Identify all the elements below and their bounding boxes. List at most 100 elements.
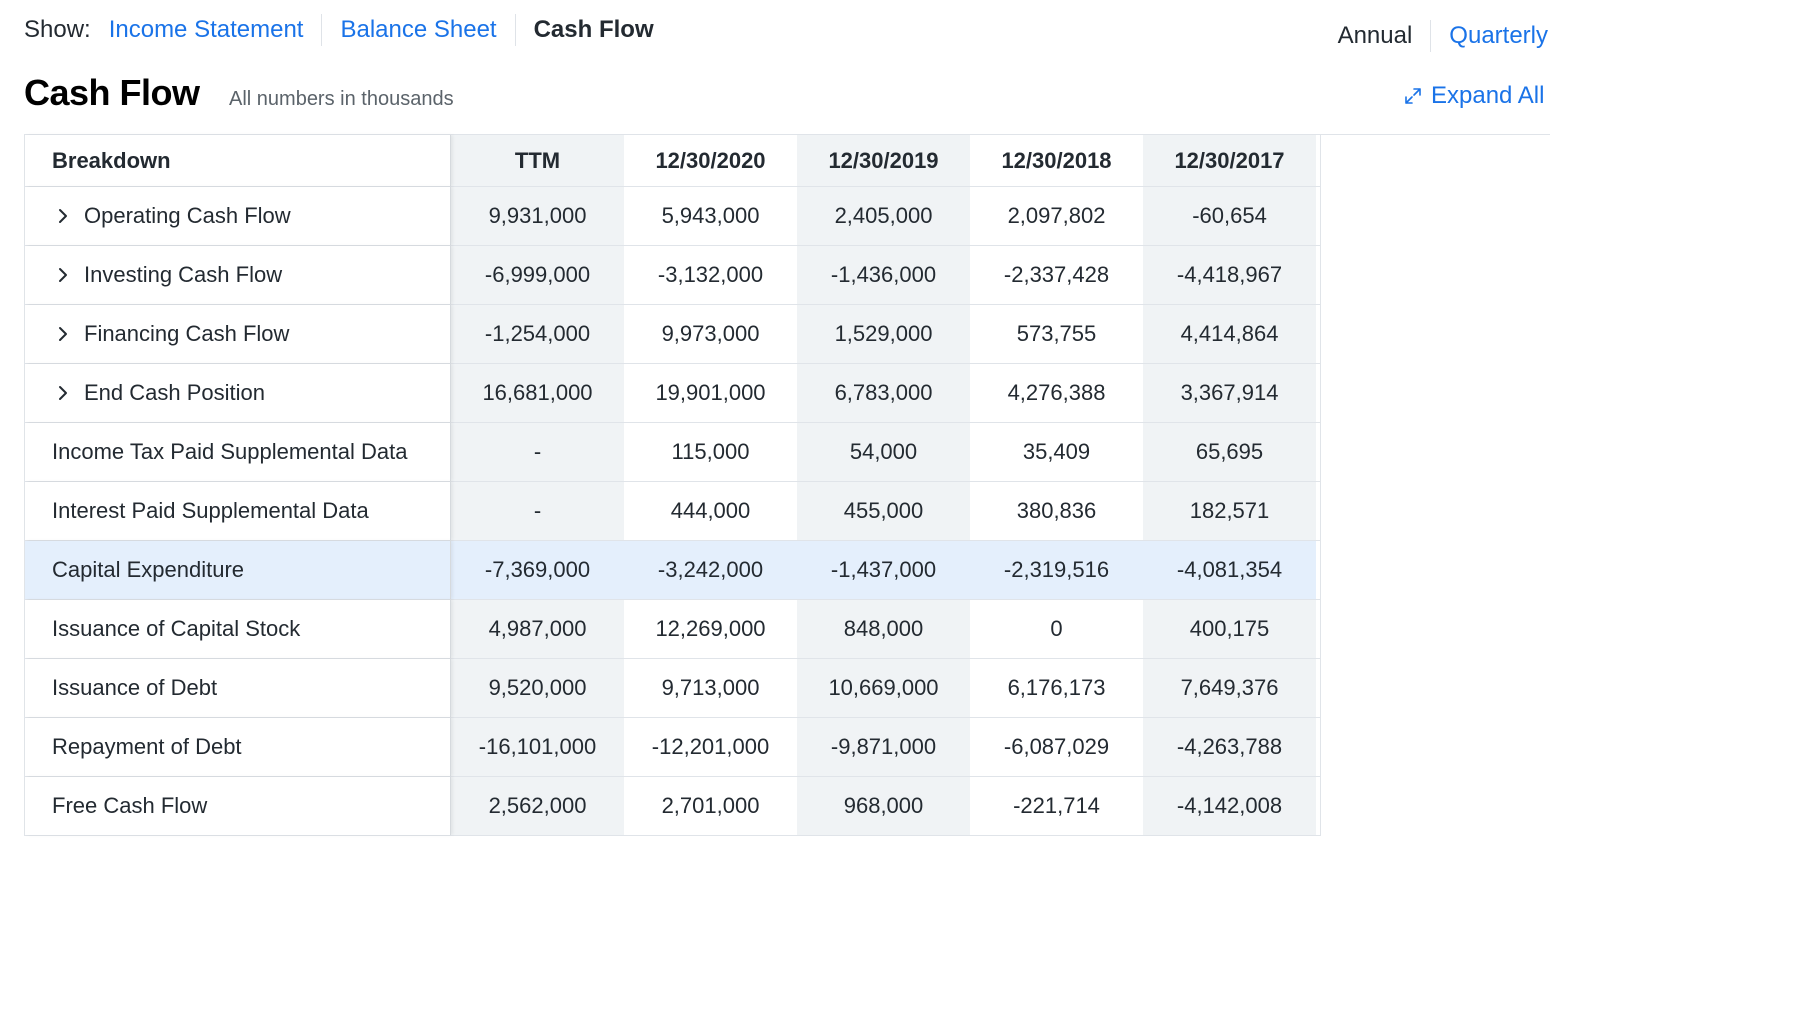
table-cell: 380,836	[970, 482, 1143, 540]
row-label-text: Issuance of Debt	[52, 675, 218, 700]
row-label-text: Operating Cash Flow	[84, 203, 291, 228]
table-cell: 444,000	[624, 482, 797, 540]
row-label[interactable]: Operating Cash Flow	[25, 187, 451, 245]
table-cell: 968,000	[797, 777, 970, 835]
table-cell: 16,681,000	[451, 364, 624, 422]
table-cell: -9,871,000	[797, 718, 970, 776]
table-row[interactable]: Investing Cash Flow -6,999,000 -3,132,000-…	[25, 246, 1320, 305]
table-cell: 7,649,376	[1143, 659, 1316, 717]
table-cell: 4,987,000	[451, 600, 624, 658]
table-cell: -4,418,967	[1143, 246, 1316, 304]
table-cell: 54,000	[797, 423, 970, 481]
table-cell: 2,097,802	[970, 187, 1143, 245]
table-row: Interest Paid Supplemental Data -444,000 4…	[25, 482, 1320, 541]
table-cell: -1,436,000	[797, 246, 970, 304]
row-label-text: Interest Paid Supplemental Data	[52, 498, 369, 523]
table-cell: 9,520,000	[451, 659, 624, 717]
divider	[1320, 134, 1550, 135]
table-cell: -12,201,000	[624, 718, 797, 776]
tab-income-statement[interactable]: Income Statement	[108, 16, 304, 43]
table-cell: -7,369,000	[451, 541, 624, 599]
table-cell: 3,367,914	[1143, 364, 1316, 422]
show-label: Show:	[24, 16, 91, 43]
tab-cash-flow[interactable]: Cash Flow	[533, 16, 654, 43]
table-cell: -	[451, 423, 624, 481]
table-cell: 6,176,173	[970, 659, 1143, 717]
chevron-right-icon[interactable]	[52, 205, 74, 227]
table-cell: 4,276,388	[970, 364, 1143, 422]
column-header-ttm: TTM	[451, 135, 624, 186]
row-label: Issuance of Capital Stock	[25, 600, 451, 658]
period-toggle: Annual Quarterly	[1320, 18, 1548, 54]
expand-all-label: Expand All	[1431, 82, 1545, 109]
table-row[interactable]: Operating Cash Flow 9,931,000 5,943,000 2,4…	[25, 187, 1320, 246]
quarterly-button[interactable]: Quarterly	[1449, 22, 1548, 49]
row-label[interactable]: End Cash Position	[25, 364, 451, 422]
table-row: Free Cash Flow 2,562,000 2,701,000 968,000-…	[25, 777, 1320, 835]
row-label: Repayment of Debt	[25, 718, 451, 776]
table-cell: -4,263,788	[1143, 718, 1316, 776]
table-cell: -6,999,000	[451, 246, 624, 304]
table-cell: -1,437,000	[797, 541, 970, 599]
column-header-2017: 12/30/2017	[1143, 135, 1316, 186]
table-cell: -3,242,000	[624, 541, 797, 599]
column-header-2020: 12/30/2020	[624, 135, 797, 186]
table-cell: 1,529,000	[797, 305, 970, 363]
tab-balance-sheet[interactable]: Balance Sheet	[340, 16, 497, 43]
table-cell: -4,142,008	[1143, 777, 1316, 835]
table-cell: 6,783,000	[797, 364, 970, 422]
chevron-right-icon[interactable]	[52, 382, 74, 404]
period-divider	[1430, 20, 1432, 52]
table-cell: 400,175	[1143, 600, 1316, 658]
table-row: Income Tax Paid Supplemental Data -115,00…	[25, 423, 1320, 482]
page-title: Cash Flow	[24, 72, 200, 113]
table-row: Issuance of Debt 9,520,000 9,713,000 10,669…	[25, 659, 1320, 718]
row-label-text: Capital Expenditure	[52, 557, 245, 582]
table-cell: 115,000	[624, 423, 797, 481]
row-label: Issuance of Debt	[25, 659, 451, 717]
table-cell: 0	[970, 600, 1143, 658]
table-cell: 9,973,000	[624, 305, 797, 363]
table-cell: 848,000	[797, 600, 970, 658]
table-cell: 19,901,000	[624, 364, 797, 422]
units-note: All numbers in thousands	[229, 88, 454, 110]
row-label-text: End Cash Position	[84, 380, 265, 405]
table-cell: -16,101,000	[451, 718, 624, 776]
row-label-text: Free Cash Flow	[52, 793, 208, 818]
table-cell: 9,931,000	[451, 187, 624, 245]
table-cell: 5,943,000	[624, 187, 797, 245]
table-cell: 182,571	[1143, 482, 1316, 540]
row-label[interactable]: Investing Cash Flow	[25, 246, 451, 304]
table-cell: 4,414,864	[1143, 305, 1316, 363]
nav-divider	[514, 14, 516, 46]
column-header-2019: 12/30/2019	[797, 135, 970, 186]
row-label-text: Income Tax Paid Supplemental Data	[52, 439, 408, 464]
row-label-text: Financing Cash Flow	[84, 321, 290, 346]
table-row[interactable]: Financing Cash Flow -1,254,000 9,973,000 1,…	[25, 305, 1320, 364]
table-row: Issuance of Capital Stock 4,987,000 12,269…	[25, 600, 1320, 659]
column-header-breakdown: Breakdown	[25, 135, 451, 186]
table-cell: 65,695	[1143, 423, 1316, 481]
table-cell: 2,405,000	[797, 187, 970, 245]
row-label-text: Issuance of Capital Stock	[52, 616, 301, 641]
table-cell: 2,562,000	[451, 777, 624, 835]
table-cell: -1,254,000	[451, 305, 624, 363]
table-cell: -4,081,354	[1143, 541, 1316, 599]
table-cell: 12,269,000	[624, 600, 797, 658]
table-header: Breakdown TTM 12/30/2020 12/30/2019 12/3…	[25, 135, 1320, 187]
chevron-right-icon[interactable]	[52, 323, 74, 345]
statement-nav: Show: Income Statement Balance Sheet Cas…	[24, 8, 672, 52]
row-label-text: Repayment of Debt	[52, 734, 242, 759]
table-cell: 9,713,000	[624, 659, 797, 717]
row-label-text: Investing Cash Flow	[84, 262, 283, 287]
row-label[interactable]: Financing Cash Flow	[25, 305, 451, 363]
row-label: Interest Paid Supplemental Data	[25, 482, 451, 540]
nav-divider	[321, 14, 323, 46]
chevron-right-icon[interactable]	[52, 264, 74, 286]
table-row[interactable]: End Cash Position 16,681,000 19,901,000 6,7…	[25, 364, 1320, 423]
annual-button[interactable]: Annual	[1337, 22, 1413, 49]
table-cell: 573,755	[970, 305, 1143, 363]
table-row: Repayment of Debt -16,101,000 -12,201,000-…	[25, 718, 1320, 777]
expand-all-button[interactable]: Expand All	[1403, 82, 1544, 110]
expand-arrows-icon	[1405, 88, 1421, 104]
